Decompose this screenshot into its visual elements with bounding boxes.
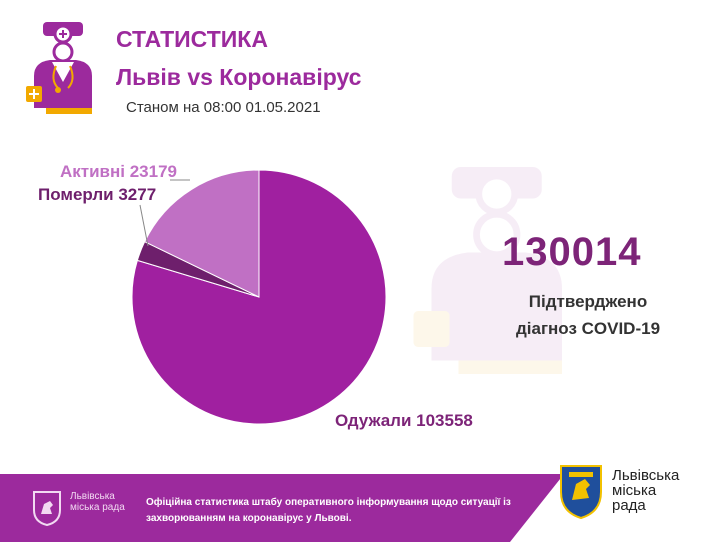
total-confirmed-value: 130014 xyxy=(502,230,642,274)
footer-city-large: Львівська міська рада xyxy=(612,468,692,513)
footer-city-small: Львівська міська рада xyxy=(70,491,125,513)
total-confirmed-label: Підтверджено діагноз COVID-19 xyxy=(488,288,688,342)
slice-active xyxy=(144,169,260,298)
doctor-watermark-icon xyxy=(413,167,562,374)
page-subtitle: Львів vs Коронавірус xyxy=(116,64,362,90)
page-title: СТАТИСТИКА xyxy=(116,26,268,52)
footer-notice: Офіційна статистика штабу оперативного і… xyxy=(146,497,511,524)
slice-label-active: Активні 23179 xyxy=(60,162,177,181)
city-line1: Львівська xyxy=(612,467,680,484)
doctor-icon xyxy=(26,22,92,114)
lviv-crest-icon xyxy=(33,491,61,526)
city-line2: міська xyxy=(612,482,657,499)
total-label-line1: Підтверджено xyxy=(528,292,648,311)
report-date: Станом на 08:00 01.05.2021 xyxy=(126,99,321,116)
leader-line-died xyxy=(139,204,149,247)
slice-recovered xyxy=(131,169,387,425)
slice-label-died: Померли 3277 xyxy=(38,185,157,204)
lviv-crest-icon xyxy=(560,465,602,520)
slice-label-recovered: Одужали 103558 xyxy=(335,411,473,430)
city-line3: рада xyxy=(612,497,646,514)
total-label-line2: діагноз COVID-19 xyxy=(515,319,661,338)
